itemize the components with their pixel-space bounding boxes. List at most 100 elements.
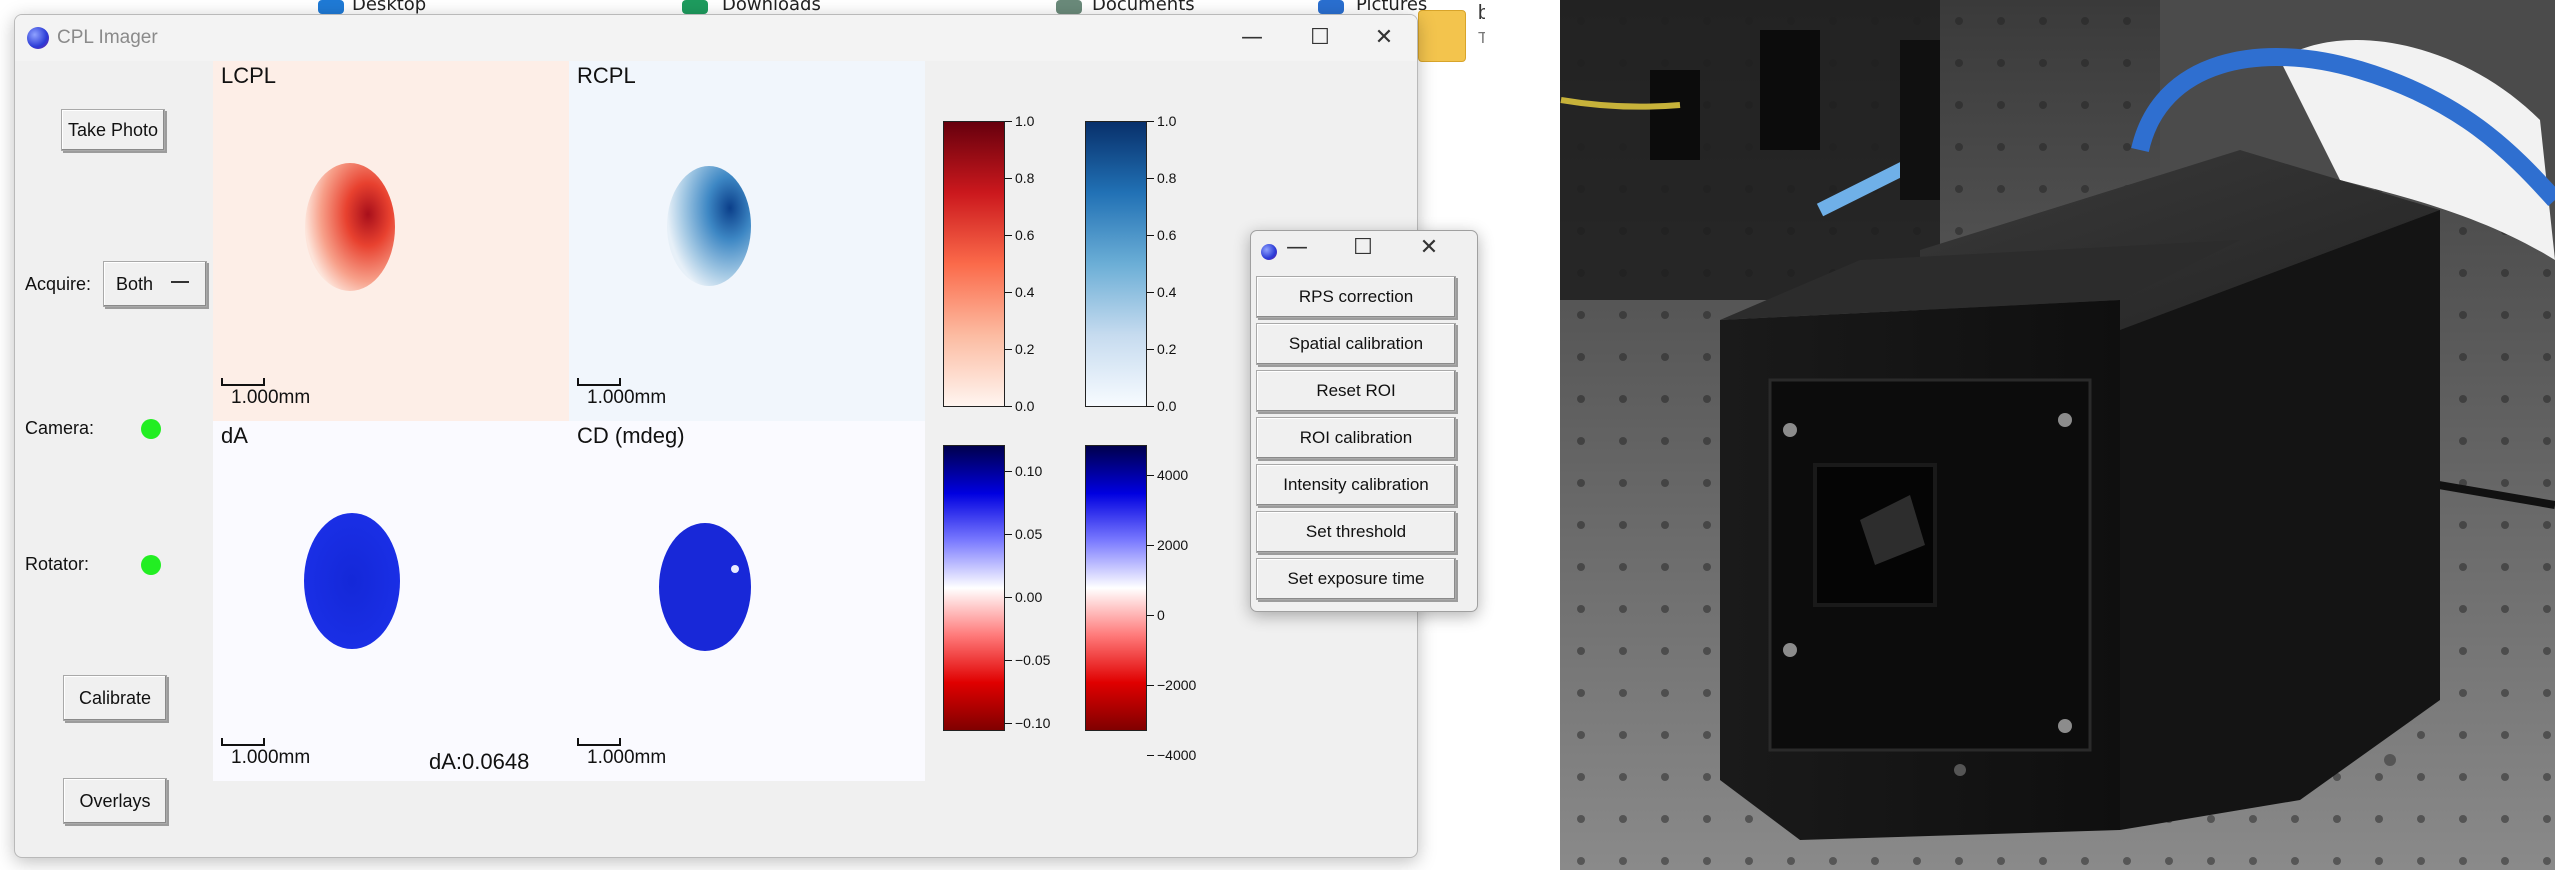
pictures-folder-icon — [1318, 0, 1344, 14]
colorbar-tick-mark — [1147, 685, 1154, 686]
colorbar-tick-mark — [1147, 121, 1154, 122]
colorbar-tick-label: 0.6 — [1015, 227, 1035, 243]
colorbar-tick-mark — [1005, 121, 1012, 122]
take-photo-button[interactable]: Take Photo — [61, 109, 165, 151]
colorbar-tick-label: −4000 — [1157, 747, 1197, 763]
rps-correction-button[interactable]: RPS correction — [1256, 276, 1456, 318]
colorbar-tick-mark — [1147, 349, 1154, 350]
panel-title: RCPL — [577, 63, 636, 88]
acquire-label: Acquire: — [25, 274, 92, 294]
colorbar-tick-mark — [1147, 235, 1154, 236]
colorbar-tick-label: 2000 — [1157, 537, 1189, 553]
maximize-button[interactable]: ☐ — [1353, 235, 1373, 260]
set-threshold-button[interactable]: Set threshold — [1256, 511, 1456, 553]
reset-roi-button[interactable]: Reset ROI — [1256, 370, 1456, 412]
colorbar-tick-label: 0.2 — [1015, 341, 1035, 357]
colorbar-tick-label: 0.00 — [1015, 589, 1043, 605]
close-button[interactable]: ✕ — [1419, 235, 1439, 260]
title-bar[interactable]: CPL Imager — ☐ ✕ — [15, 15, 1417, 61]
rotator-label: Rotator: — [25, 554, 90, 574]
panel-title: dA — [221, 423, 248, 448]
colorbar-tick-mark — [1005, 235, 1012, 236]
minimize-button[interactable]: — — [1286, 235, 1308, 260]
camera-status-indicator — [141, 419, 161, 439]
download-folder-icon — [682, 0, 708, 14]
acquire-menu[interactable]: Both — [103, 261, 207, 307]
window-title: CPL Imager — [57, 27, 158, 48]
colorbar-tick-label: 0.4 — [1157, 284, 1177, 300]
roi-calibration-button[interactable]: ROI calibration — [1256, 417, 1456, 459]
colorbar-tick-mark — [1005, 292, 1012, 293]
colorbar-tick-label: 0.6 — [1157, 227, 1177, 243]
overlays-button[interactable]: Overlays — [63, 778, 167, 824]
calibration-popup: — ☐ ✕ RPS correction Spatial calibration… — [1250, 230, 1478, 612]
colorbar-tick-mark — [1147, 292, 1154, 293]
da-panel: dA 1.000mm — [213, 421, 569, 781]
colorbar-tick-label: 0.10 — [1015, 463, 1043, 479]
spatial-calibration-button[interactable]: Spatial calibration — [1256, 323, 1456, 365]
colorbar-tick-label: 1.0 — [1157, 113, 1177, 129]
desktop-item-downloads[interactable]: Downloads — [722, 0, 821, 15]
colorbar-tick-label: 1.0 — [1015, 113, 1035, 129]
acquire-value: Both — [116, 273, 154, 294]
colorbar-tick-label: −0.05 — [1015, 652, 1051, 668]
rotator-status-indicator — [141, 555, 161, 575]
cpl-imager-window: CPL Imager — ☐ ✕ Take Photo Acquire: Bot… — [14, 14, 1418, 858]
colorbar-tick-label: 0.0 — [1157, 398, 1177, 414]
scale-bar: 1.000mm — [577, 378, 666, 409]
app-icon — [1261, 244, 1277, 260]
da-spot-image — [304, 513, 400, 649]
colorbar-tick-label: 0.2 — [1157, 341, 1177, 357]
intensity-calibration-button[interactable]: Intensity calibration — [1256, 464, 1456, 506]
colorbar-tick-mark — [1147, 475, 1154, 476]
colorbar-tick-mark — [1005, 349, 1012, 350]
da-readout: dA:0.0648 — [429, 749, 530, 774]
desktop-item-documents[interactable]: Documents — [1092, 0, 1195, 15]
scale-bar: 1.000mm — [221, 378, 310, 409]
scale-bar: 1.000mm — [577, 738, 666, 769]
device-photo — [1560, 0, 2555, 870]
maximize-button[interactable]: ☐ — [1310, 25, 1330, 50]
colorbar-tick-mark — [1147, 178, 1154, 179]
colorbar-tick-label: 0.8 — [1015, 170, 1035, 186]
colorbar-tick-mark — [1005, 723, 1012, 724]
desktop-item-pictures[interactable]: Pictures — [1356, 0, 1428, 15]
colorbar-tick-mark — [1005, 406, 1012, 407]
colorbar-tick-label: 0.4 — [1015, 284, 1035, 300]
rcpl-colorbar — [1085, 121, 1147, 407]
colorbar-tick-mark — [1005, 597, 1012, 598]
colorbar-tick-mark — [1005, 178, 1012, 179]
colorbar-tick-mark — [1147, 615, 1154, 616]
da-colorbar — [943, 445, 1005, 731]
panel-title: LCPL — [221, 63, 277, 88]
colorbar-tick-mark — [1147, 545, 1154, 546]
desktop-text: T — [1478, 30, 1485, 47]
colorbar-tick-label: 0.05 — [1015, 526, 1043, 542]
colorbar-tick-label: 0.8 — [1157, 170, 1177, 186]
colorbar-tick-label: 4000 — [1157, 467, 1189, 483]
menu-indicator-icon — [171, 281, 190, 287]
cd-spot-image — [659, 523, 751, 651]
colorbar-tick-mark — [1005, 660, 1012, 661]
set-exposure-time-button[interactable]: Set exposure time — [1256, 558, 1456, 600]
panel-title: CD (mdeg) — [577, 423, 685, 448]
colorbar-tick-mark — [1147, 406, 1154, 407]
documents-folder-icon — [1056, 0, 1082, 14]
calibrate-button[interactable]: Calibrate — [63, 675, 167, 721]
colorbar-tick-label: −2000 — [1157, 677, 1197, 693]
colorbar-tick-label: 0.0 — [1015, 398, 1035, 414]
minimize-button[interactable]: — — [1241, 25, 1263, 50]
app-icon — [27, 27, 49, 49]
colorbar-tick-label: 0 — [1157, 607, 1165, 623]
lcpl-spot-image — [305, 163, 395, 291]
cd-panel: CD (mdeg) 1.000mm — [569, 421, 925, 781]
lcpl-colorbar — [943, 121, 1005, 407]
close-button[interactable]: ✕ — [1374, 25, 1394, 50]
folder-icon — [318, 0, 344, 14]
desktop-item-desktop[interactable]: Desktop — [352, 0, 427, 15]
colorbar-tick-mark — [1147, 755, 1154, 756]
folder-icon[interactable] — [1418, 10, 1466, 62]
desktop-text: b — [1478, 2, 1485, 24]
scale-bar: 1.000mm — [221, 738, 310, 769]
cd-colorbar — [1085, 445, 1147, 731]
